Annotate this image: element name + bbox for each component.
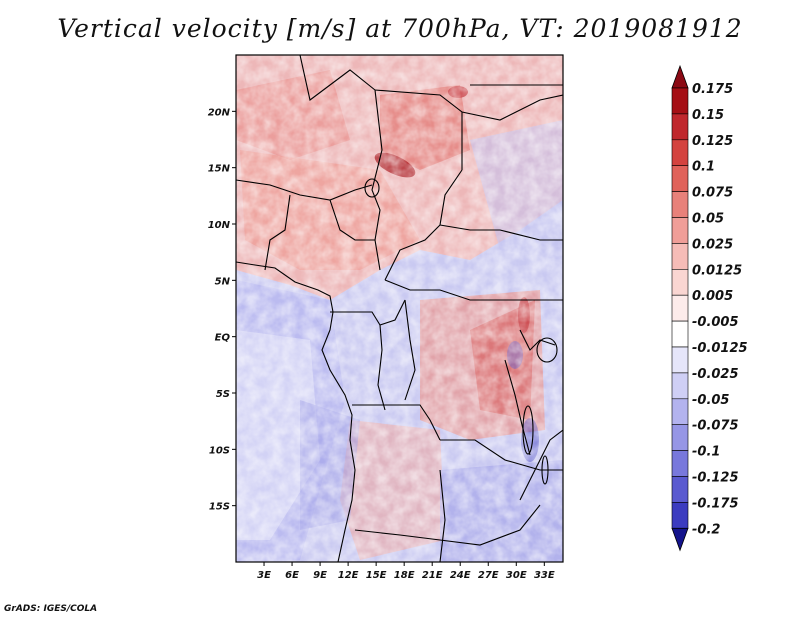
colorbar-segment (671, 87, 689, 115)
lat-tick-label: 5N (215, 276, 231, 287)
lon-tick-label: 12E (338, 570, 359, 581)
colorbar-level-label: 0.175 (692, 82, 733, 97)
map-area: 20N 15N 10N 5N EQ 5S 10S 15S 3E 6E 9E 12E 15E 18E 21E… (208, 54, 564, 581)
lon-tick-label: 15E (366, 570, 387, 581)
colorbar-level-label: -0.05 (692, 393, 729, 408)
colorbar-level-label: 0.0125 (692, 263, 742, 278)
lon-tick-label: 24E (450, 570, 471, 581)
lon-tick-label: 18E (394, 570, 415, 581)
colorbar-segment (671, 398, 689, 425)
colorbar-level-label: 0.1 (692, 160, 715, 175)
latitude-axis: 20N 15N 10N 5N EQ 5S 10S 15S (208, 107, 236, 513)
colorbar-bottom-triangle (671, 527, 689, 552)
colorbar-segment (671, 191, 689, 218)
colorbar-segment (671, 268, 689, 296)
lon-tick-label: 3E (257, 570, 271, 581)
colorbar-level-label: 0.125 (692, 134, 733, 149)
lon-tick-label: 21E (422, 570, 443, 581)
lakes (364, 178, 558, 485)
colorbar-level-label: -0.1 (692, 445, 720, 460)
lon-tick-label: 6E (285, 570, 299, 581)
colorbar-segment (671, 424, 689, 451)
map-title: Vertical velocity [m/s] at 700hPa, VT: 2… (57, 14, 743, 43)
lat-tick-label: 10N (208, 220, 231, 231)
colorbar-segment (671, 502, 689, 529)
colorbar-segment (671, 372, 689, 400)
colorbar-segment (671, 294, 689, 322)
colorbar-segment (671, 217, 689, 244)
colorbar-level-label: -0.075 (692, 419, 739, 434)
lon-tick-label: 33E (534, 570, 555, 581)
colorbar-level-label: -0.125 (692, 471, 739, 486)
lat-tick-label: 20N (208, 107, 231, 118)
colorbar-level-label: -0.2 (692, 522, 720, 537)
colorbar-segment (671, 165, 689, 192)
colorbar-level-label: 0.075 (692, 186, 733, 201)
colorbar-segment (671, 139, 689, 167)
colorbar-level-label: -0.0125 (692, 341, 748, 356)
colorbar-segment (671, 243, 689, 270)
lat-tick-label: EQ (215, 333, 231, 344)
colorbar-level-label: 0.15 (692, 108, 724, 123)
colorbar-level-label: -0.005 (692, 315, 739, 330)
colorbar-segment (671, 476, 689, 503)
velocity-field (236, 55, 563, 562)
colorbar-level-label: 0.05 (692, 212, 724, 227)
lon-tick-label: 27E (478, 570, 499, 581)
lat-tick-label: 15N (208, 164, 231, 175)
colorbar-segment (671, 346, 689, 374)
lat-tick-label: 10S (209, 445, 230, 456)
colorbar-segment (671, 450, 689, 477)
lat-tick-label: 5S (216, 389, 230, 400)
grads-credit: GrADS: IGES/COLA (4, 604, 98, 614)
longitude-axis: 3E 6E 9E 12E 15E 18E 21E 24E 27E 30E 33E (257, 562, 555, 581)
colorbar-level-label: 0.025 (692, 237, 733, 252)
colorbar-level-label: 0.005 (692, 289, 733, 304)
colorbar-level-label: -0.175 (692, 496, 739, 511)
country-borders (236, 55, 563, 562)
colorbar-level-label: -0.025 (692, 367, 739, 382)
colorbar-top-triangle (671, 64, 689, 89)
lon-tick-label: 9E (313, 570, 327, 581)
lon-tick-label: 30E (506, 570, 527, 581)
lat-tick-label: 15S (209, 502, 230, 513)
colorbar: 0.175 0.15 0.125 0.1 0.075 0.05 0.025 0.0125 0.0… (671, 64, 748, 552)
colorbar-segment (671, 113, 689, 141)
colorbar-segment (671, 320, 689, 348)
map-frame (235, 54, 564, 563)
